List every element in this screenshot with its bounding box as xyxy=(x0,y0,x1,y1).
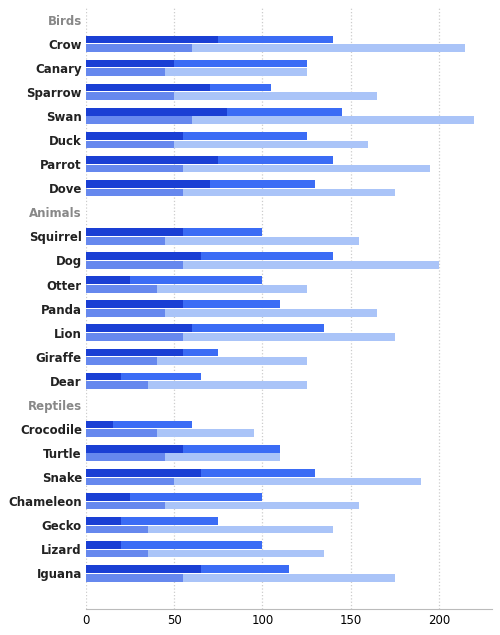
Bar xyxy=(112,421,192,429)
Bar xyxy=(210,180,316,188)
Bar xyxy=(174,140,368,148)
Bar xyxy=(86,550,148,558)
Bar xyxy=(86,36,218,43)
Bar xyxy=(86,180,210,188)
Bar xyxy=(183,261,439,269)
Bar xyxy=(200,565,289,573)
Bar xyxy=(156,285,306,293)
Bar xyxy=(122,373,200,380)
Bar xyxy=(86,517,122,525)
Bar xyxy=(156,429,254,437)
Bar xyxy=(86,453,166,461)
Bar xyxy=(174,60,306,67)
Bar xyxy=(86,541,122,549)
Bar xyxy=(156,358,306,365)
Bar xyxy=(86,60,174,67)
Bar xyxy=(86,228,183,236)
Bar xyxy=(130,276,262,284)
Bar xyxy=(86,44,192,52)
Bar xyxy=(86,421,113,429)
Bar xyxy=(200,252,333,260)
Bar xyxy=(183,444,280,453)
Bar xyxy=(183,574,394,582)
Bar xyxy=(86,309,166,317)
Bar xyxy=(183,132,306,140)
Bar xyxy=(148,550,324,558)
Bar xyxy=(148,381,306,389)
Bar xyxy=(183,164,430,172)
Bar xyxy=(86,574,183,582)
Bar xyxy=(130,493,262,500)
Bar xyxy=(86,469,200,477)
Bar xyxy=(86,333,183,341)
Bar xyxy=(183,228,262,236)
Bar xyxy=(86,429,156,437)
Bar xyxy=(86,358,156,365)
Bar xyxy=(86,252,200,260)
Bar xyxy=(218,36,333,43)
Bar xyxy=(86,478,174,485)
Bar xyxy=(86,156,218,164)
Bar xyxy=(86,373,122,380)
Bar xyxy=(86,108,227,116)
Bar xyxy=(183,333,394,341)
Bar xyxy=(86,69,166,76)
Bar xyxy=(86,444,183,453)
Bar xyxy=(86,565,200,573)
Bar xyxy=(166,309,377,317)
Bar xyxy=(166,237,360,244)
Bar xyxy=(122,541,262,549)
Bar xyxy=(86,285,156,293)
Bar xyxy=(192,44,465,52)
Bar xyxy=(86,493,130,500)
Bar xyxy=(86,276,130,284)
Bar xyxy=(166,502,360,509)
Bar xyxy=(86,93,174,100)
Bar xyxy=(200,469,316,477)
Bar xyxy=(122,517,218,525)
Bar xyxy=(86,324,192,332)
Bar xyxy=(86,526,148,533)
Bar xyxy=(86,116,192,124)
Bar xyxy=(86,84,210,91)
Bar xyxy=(183,300,280,308)
Bar xyxy=(86,381,148,389)
Bar xyxy=(192,324,324,332)
Bar xyxy=(86,237,166,244)
Bar xyxy=(86,132,183,140)
Bar xyxy=(166,453,280,461)
Bar xyxy=(183,189,394,196)
Bar xyxy=(227,108,342,116)
Bar xyxy=(183,349,218,356)
Bar xyxy=(86,349,183,356)
Bar xyxy=(86,261,183,269)
Bar xyxy=(218,156,333,164)
Bar xyxy=(174,93,377,100)
Bar xyxy=(210,84,272,91)
Bar xyxy=(86,502,166,509)
Bar xyxy=(174,478,421,485)
Bar xyxy=(166,69,306,76)
Bar xyxy=(86,189,183,196)
Bar xyxy=(86,140,174,148)
Bar xyxy=(148,526,333,533)
Bar xyxy=(86,300,183,308)
Bar xyxy=(192,116,474,124)
Bar xyxy=(86,164,183,172)
